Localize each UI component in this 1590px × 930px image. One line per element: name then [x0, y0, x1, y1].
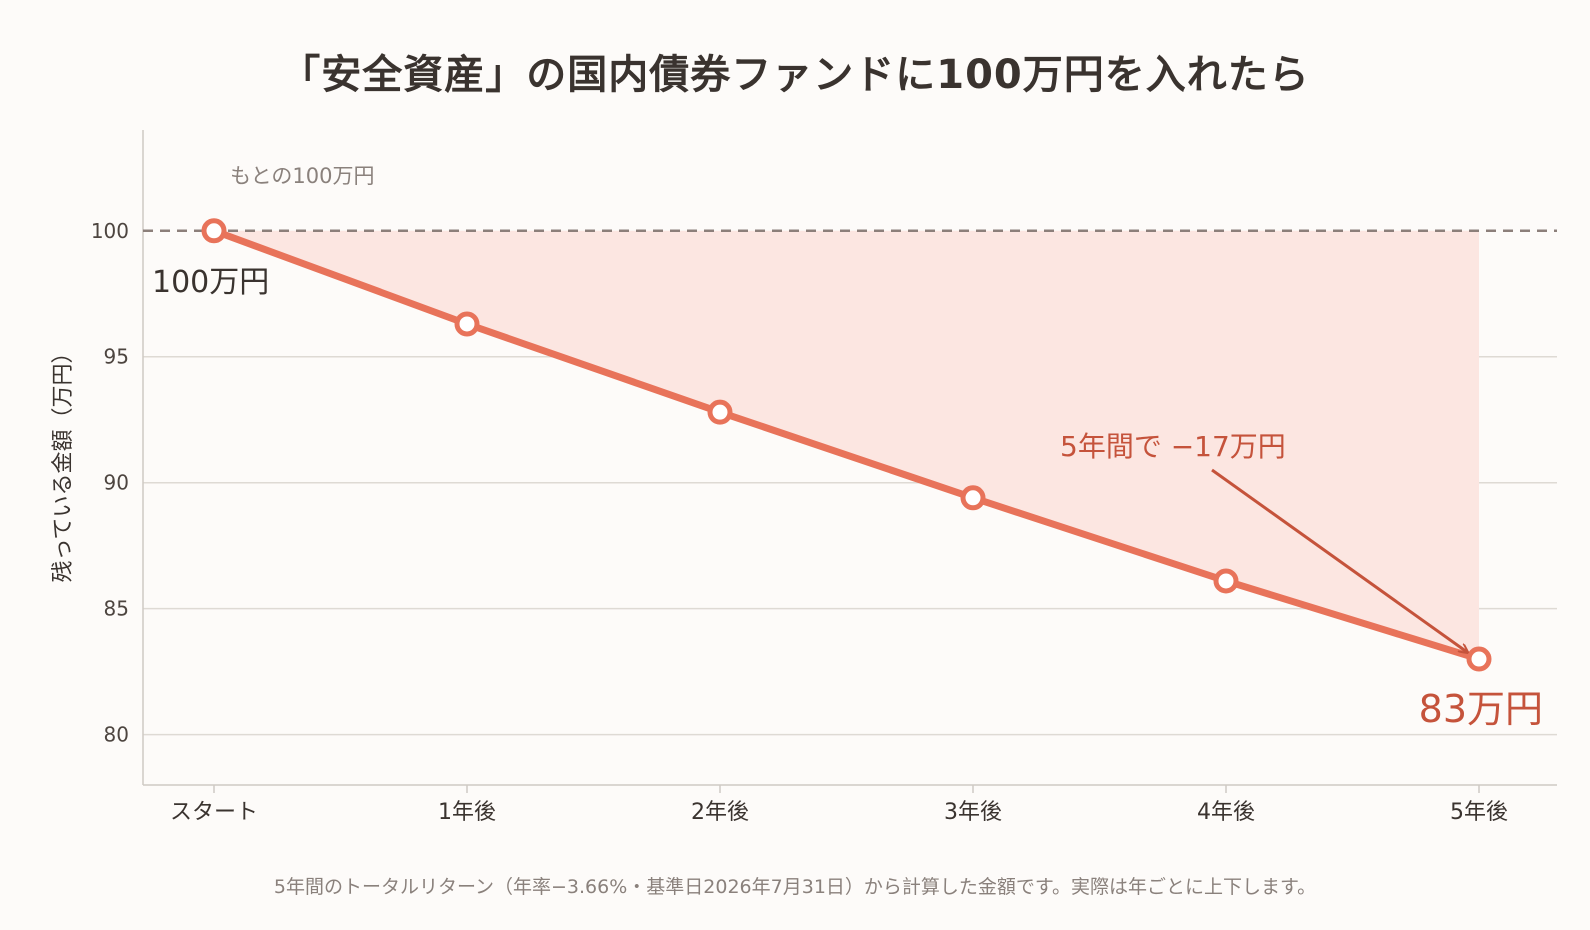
- x-tick-label: 4年後: [1197, 800, 1255, 825]
- x-tick-label: 2年後: [691, 800, 749, 825]
- y-tick-label: 100: [91, 219, 129, 243]
- footnote: 5年間のトータルリターン（年率−3.66%・基準日2026年7月31日）から計算…: [273, 876, 1317, 898]
- y-axis-label: 残っている金額（万円）: [51, 342, 76, 583]
- data-point: [1466, 646, 1492, 672]
- x-tick-label: スタート: [170, 800, 258, 825]
- data-point: [960, 485, 986, 511]
- series-line: [210, 227, 1483, 663]
- reference-line-label: もとの100万円: [230, 164, 374, 188]
- chart-title: 「安全資産」の国内債券ファンドに100万円を入れたら: [280, 52, 1310, 98]
- x-tick-label: 1年後: [438, 800, 496, 825]
- start-value-label: 100万円: [152, 265, 269, 300]
- y-tick-label: 85: [104, 597, 129, 621]
- x-tick-label: 3年後: [944, 800, 1002, 825]
- loss-annotation: 5年間で −17万円: [1060, 430, 1286, 463]
- data-point: [1213, 568, 1239, 594]
- y-tick-label: 90: [104, 471, 129, 495]
- data-point: [707, 399, 733, 425]
- y-tick-label: 95: [104, 345, 129, 369]
- loss-area: [214, 230, 1479, 660]
- annotation-arrow: [1211, 468, 1467, 652]
- y-tick-label: 80: [104, 723, 129, 747]
- x-tick-label: 5年後: [1450, 800, 1508, 825]
- end-value-label: 83万円: [1419, 687, 1543, 731]
- data-point: [201, 218, 227, 244]
- data-point: [454, 311, 480, 337]
